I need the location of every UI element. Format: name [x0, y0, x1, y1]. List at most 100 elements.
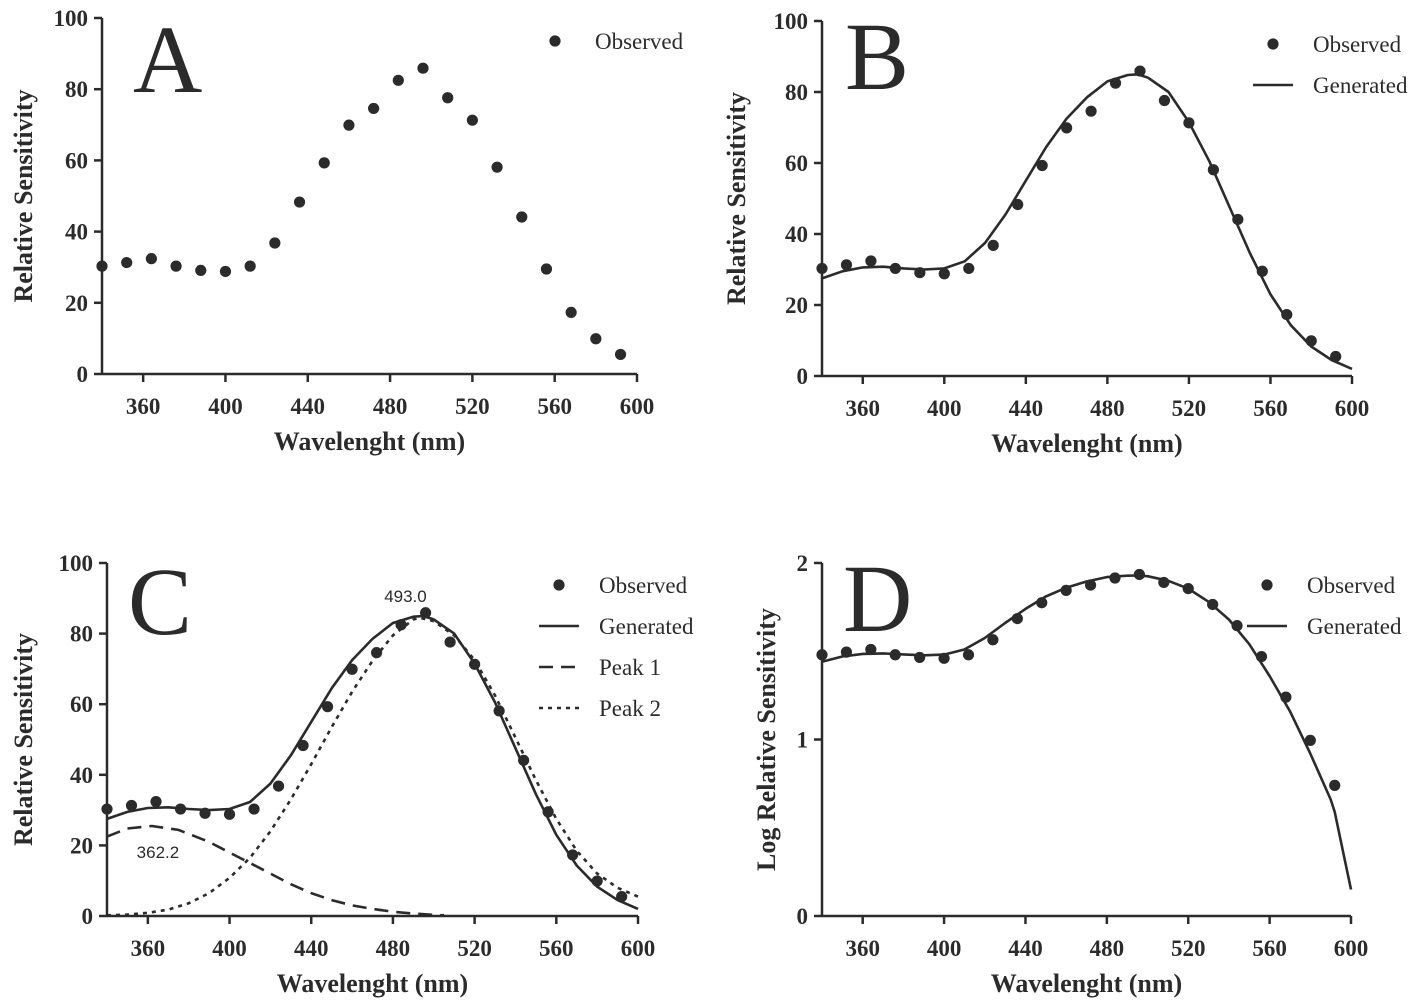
observed-point [616, 890, 628, 903]
x-tick-label: 560 [1253, 396, 1288, 421]
observed-point [469, 658, 481, 670]
observed-point [121, 256, 133, 269]
y-tick-label: 100 [54, 6, 89, 31]
x-tick-label: 440 [1009, 396, 1044, 421]
panel-b: 360 400 440 480 520 560 600 0 20 40 60 80 100 Wavelen… [722, 3, 1408, 458]
observed-point [542, 806, 554, 818]
peak-1-line [106, 824, 445, 917]
y-axis-title: Relative Sensitivity [9, 89, 38, 302]
legend-label-observed: Observed [1313, 32, 1402, 57]
observed-point [938, 268, 950, 280]
legend-marker-observed [1267, 38, 1279, 50]
observed-point [1232, 213, 1244, 226]
observed-point [914, 267, 926, 279]
x-tick-label: 400 [212, 936, 247, 961]
x-tick-label: 600 [621, 936, 656, 961]
y-tick-label: 2 [797, 551, 809, 576]
observed-point [444, 636, 456, 648]
observed-point [1280, 691, 1292, 703]
observed-point [938, 652, 950, 664]
x-tick-label: 560 [539, 936, 574, 961]
legend-marker-observed [549, 35, 561, 47]
observed-point [1109, 77, 1122, 89]
x-tick-label: 520 [1172, 396, 1207, 421]
observed-point [1207, 598, 1219, 611]
observed-point [963, 262, 975, 275]
y-tick-label: 0 [82, 904, 94, 929]
observed-point [1255, 650, 1268, 663]
observed-point [125, 799, 138, 812]
x-tick-label: 440 [291, 394, 326, 419]
observed-point [1305, 335, 1317, 347]
observed-point [1182, 582, 1194, 595]
observed-point [346, 663, 358, 675]
observed-point [540, 263, 553, 275]
observed-point [1061, 122, 1073, 134]
observed-point [1281, 308, 1293, 321]
observed-point [368, 102, 380, 115]
panel-d: 360 400 440 480 520 560 600 0 1 2 Wavelenght (nm) L… [752, 545, 1402, 998]
y-tick-label: 0 [797, 904, 809, 929]
panel-letter: B [845, 3, 909, 110]
y-tick-label: 100 [59, 551, 94, 576]
observed-point [1330, 350, 1342, 363]
x-tick-label: 400 [208, 394, 243, 419]
observed-point [1109, 572, 1121, 584]
observed-point [889, 262, 901, 275]
peak-2-line [106, 616, 639, 917]
observed-point [219, 265, 232, 278]
x-tick-label: 360 [846, 396, 881, 421]
observed-point [293, 196, 306, 208]
x-tick-label: 400 [927, 396, 962, 421]
y-tick-label: 40 [65, 220, 88, 245]
observed-point [518, 754, 530, 766]
observed-point [1133, 568, 1145, 581]
panel-c: 360 400 440 480 520 560 600 0 20 40 60 80 100 Wavelen… [9, 548, 694, 998]
observed-point [466, 114, 478, 126]
observed-point [199, 807, 211, 819]
observed-point [1158, 576, 1170, 589]
y-axis-title: Relative Sensitivity [722, 92, 751, 305]
y-tick-label: 40 [785, 222, 808, 247]
x-tick-label: 600 [1334, 936, 1369, 961]
legend-label-generated: Generated [599, 614, 694, 639]
observed-point [442, 92, 454, 104]
observed-point [591, 875, 603, 887]
observed-point [889, 649, 901, 661]
observed-point [1183, 117, 1195, 129]
observed-point [101, 803, 113, 815]
observed-point [840, 259, 853, 271]
observed-point [914, 651, 926, 664]
legend-label-peak-2: Peak 2 [599, 696, 661, 721]
y-tick-label: 20 [785, 293, 808, 318]
observed-point [395, 619, 407, 631]
observed-point [1036, 159, 1048, 172]
observed-point [565, 306, 577, 319]
y-tick-label: 1 [797, 728, 809, 753]
y-tick-label: 80 [785, 80, 808, 105]
x-tick-label: 360 [845, 936, 880, 961]
legend-label-generated: Generated [1313, 73, 1408, 98]
observed-point [567, 849, 579, 861]
y-tick-label: 0 [797, 364, 809, 389]
x-axis-title: Wavelenght (nm) [274, 427, 465, 456]
observed-point [195, 264, 207, 277]
y-tick-label: 80 [70, 622, 93, 647]
x-tick-label: 480 [1090, 396, 1125, 421]
observed-point [987, 634, 999, 646]
y-axis-title: Relative Sensitivity [9, 633, 38, 846]
legend-label-observed: Observed [595, 29, 684, 54]
peak-annotation: 362.2 [137, 843, 180, 862]
observed-point [150, 796, 162, 808]
x-tick-label: 520 [457, 936, 492, 961]
legend-label-observed: Observed [1307, 573, 1396, 598]
x-tick-label: 480 [373, 394, 408, 419]
x-tick-label: 520 [455, 394, 490, 419]
legend-label-generated: Generated [1307, 614, 1402, 639]
panel-a: 360 400 440 480 520 560 600 0 20 40 60 80 100 Wavelen… [9, 6, 684, 456]
x-axis-title: Wavelenght (nm) [277, 969, 468, 998]
observed-point [865, 255, 877, 267]
observed-point [590, 333, 602, 345]
x-tick-label: 480 [376, 936, 411, 961]
